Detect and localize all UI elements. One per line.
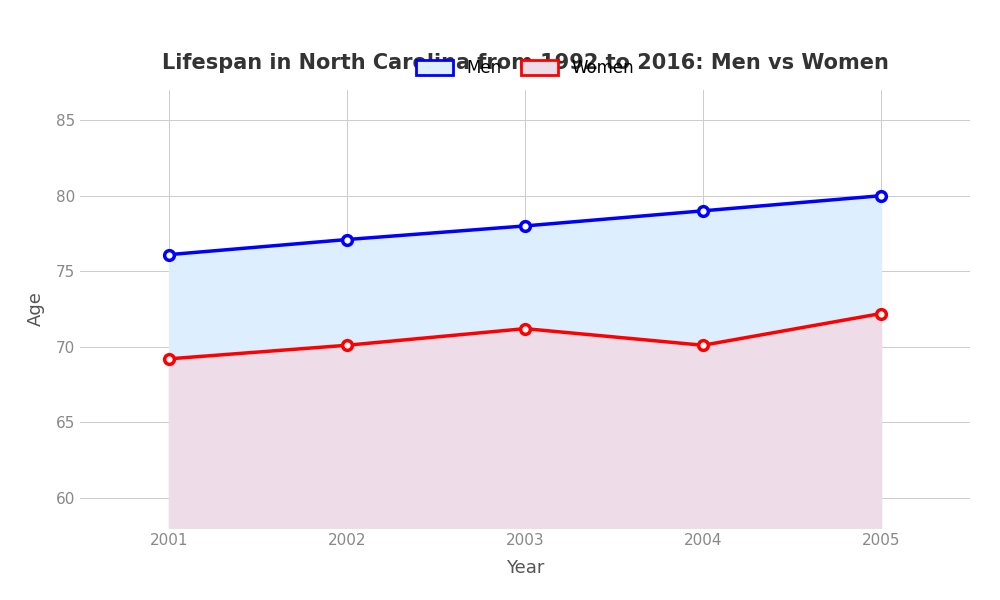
Title: Lifespan in North Carolina from 1992 to 2016: Men vs Women: Lifespan in North Carolina from 1992 to … [162, 53, 888, 73]
Y-axis label: Age: Age [27, 292, 45, 326]
X-axis label: Year: Year [506, 559, 544, 577]
Legend: Men, Women: Men, Women [416, 59, 634, 77]
